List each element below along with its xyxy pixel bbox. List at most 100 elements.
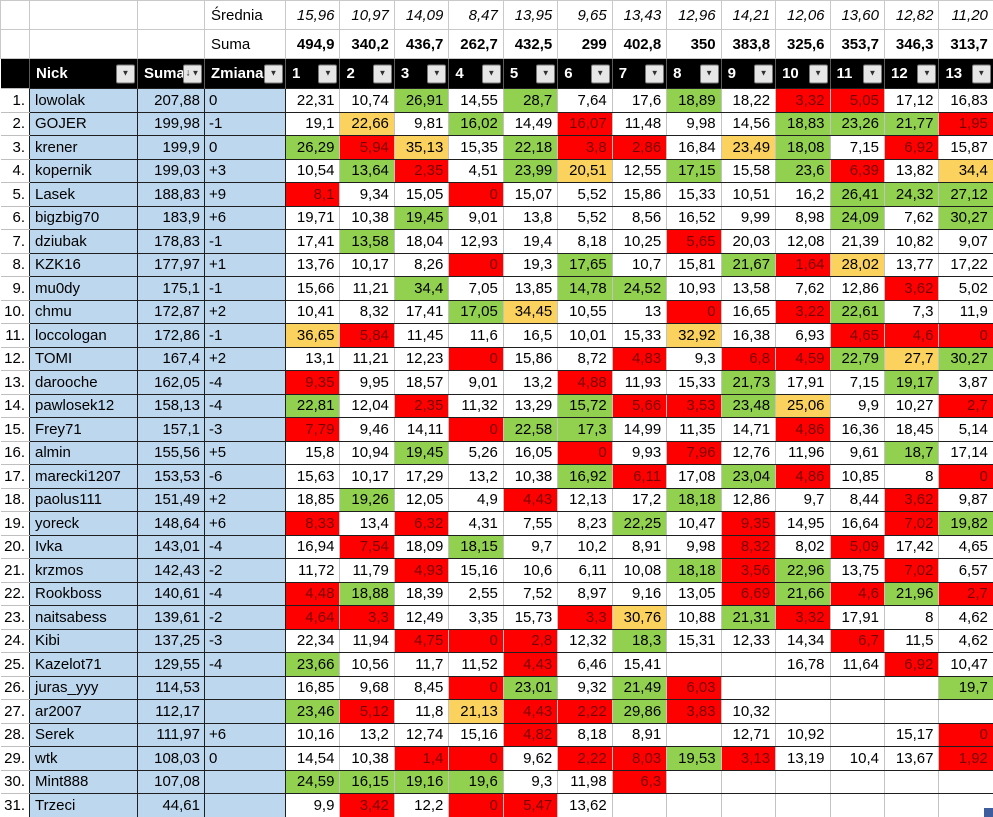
score-cell[interactable]: 2,7 <box>938 581 993 606</box>
score-cell[interactable]: 9,68 <box>339 675 395 700</box>
sum-value[interactable]: 299 <box>557 29 613 59</box>
average-value[interactable]: 8,47 <box>448 0 504 30</box>
score-cell[interactable]: 21,73 <box>720 370 777 395</box>
score-cell[interactable]: 22,25 <box>611 511 668 536</box>
rank-cell[interactable]: 12. <box>0 346 30 371</box>
score-cell[interactable]: 8,32 <box>720 534 777 559</box>
score-cell[interactable]: 21,67 <box>720 252 777 277</box>
score-cell[interactable]: 13,1 <box>284 346 341 371</box>
score-cell[interactable]: 15,66 <box>284 276 341 301</box>
score-cell[interactable]: 26,29 <box>284 135 341 160</box>
score-cell[interactable]: 9,87 <box>938 487 993 512</box>
score-cell[interactable]: 28,7 <box>502 88 559 113</box>
score-cell[interactable]: 17,12 <box>883 88 940 113</box>
score-cell[interactable]: 5,65 <box>666 229 722 254</box>
filter-button-round-12[interactable]: ▼ <box>917 64 937 83</box>
score-cell[interactable]: 23,49 <box>720 135 777 160</box>
score-cell[interactable]: 18,08 <box>775 135 831 160</box>
suma-cell[interactable]: 207,88 <box>137 88 205 113</box>
score-cell[interactable]: 6,11 <box>611 464 668 489</box>
score-cell[interactable]: 10,38 <box>339 746 395 771</box>
average-value[interactable]: 10,97 <box>339 0 395 30</box>
suma-cell[interactable]: 162,05 <box>137 370 205 395</box>
score-cell[interactable] <box>883 699 940 724</box>
score-cell[interactable]: 17,91 <box>775 370 831 395</box>
score-cell[interactable]: 5,47 <box>502 793 559 817</box>
score-cell[interactable]: 12,86 <box>829 276 885 301</box>
score-cell[interactable]: 13,29 <box>502 393 559 418</box>
score-cell[interactable]: 9,62 <box>502 746 559 771</box>
score-cell[interactable]: 7,02 <box>883 558 940 583</box>
zmiana-cell[interactable]: -1 <box>204 323 286 348</box>
score-cell[interactable]: 23,48 <box>720 393 777 418</box>
nick-cell[interactable]: krzmos <box>29 558 138 583</box>
suma-cell[interactable]: 157,1 <box>137 417 205 442</box>
zmiana-cell[interactable]: -1 <box>204 276 286 301</box>
score-cell[interactable]: 15,33 <box>611 323 668 348</box>
score-cell[interactable]: 4,86 <box>775 464 831 489</box>
score-cell[interactable]: 11,21 <box>339 346 395 371</box>
filter-button-round-3[interactable]: ▼ <box>427 64 447 83</box>
score-cell[interactable]: 11,72 <box>284 558 341 583</box>
rank-cell[interactable]: 30. <box>0 769 30 794</box>
score-cell[interactable]: 11,35 <box>666 417 722 442</box>
score-cell[interactable]: 10,16 <box>284 722 341 747</box>
score-cell[interactable]: 12,49 <box>393 605 450 630</box>
score-cell[interactable] <box>775 675 831 700</box>
score-cell[interactable]: 8,91 <box>611 722 668 747</box>
score-cell[interactable]: 13,8 <box>502 205 559 230</box>
rank-cell[interactable]: 17. <box>0 464 30 489</box>
score-cell[interactable]: 10,47 <box>938 652 993 677</box>
score-cell[interactable]: 10,41 <box>284 299 341 324</box>
score-cell[interactable]: 4,62 <box>938 628 993 653</box>
score-cell[interactable]: 19,82 <box>938 511 993 536</box>
score-cell[interactable]: 10,51 <box>720 182 777 207</box>
score-cell[interactable]: 10,55 <box>557 299 613 324</box>
score-cell[interactable]: 21,31 <box>720 605 777 630</box>
score-cell[interactable]: 26,41 <box>829 182 885 207</box>
score-cell[interactable]: 1,95 <box>938 111 993 136</box>
score-cell[interactable]: 30,27 <box>938 346 993 371</box>
score-cell[interactable]: 9,9 <box>829 393 885 418</box>
score-cell[interactable]: 4,43 <box>502 652 559 677</box>
nick-cell[interactable]: wtk <box>29 746 138 771</box>
score-cell[interactable]: 12,04 <box>339 393 395 418</box>
score-cell[interactable]: 5,66 <box>611 393 668 418</box>
zmiana-cell[interactable] <box>204 793 286 817</box>
filter-button-nick[interactable]: ▼ <box>116 64 135 83</box>
zmiana-cell[interactable] <box>204 675 286 700</box>
score-cell[interactable]: 8,91 <box>611 534 668 559</box>
score-cell[interactable]: 22,34 <box>284 628 341 653</box>
score-cell[interactable]: 22,66 <box>339 111 395 136</box>
score-cell[interactable]: 7,52 <box>502 581 559 606</box>
nick-cell[interactable]: GOJER <box>29 111 138 136</box>
nick-cell[interactable]: ar2007 <box>29 699 138 724</box>
score-cell[interactable]: 4,6 <box>883 323 940 348</box>
score-cell[interactable] <box>938 699 993 724</box>
sum-value[interactable]: 353,7 <box>829 29 885 59</box>
score-cell[interactable]: 15,86 <box>611 182 668 207</box>
score-cell[interactable]: 8,33 <box>284 511 341 536</box>
score-cell[interactable]: 5,94 <box>339 135 395 160</box>
score-cell[interactable]: 15,58 <box>720 158 777 183</box>
rank-cell[interactable]: 9. <box>0 276 30 301</box>
score-cell[interactable]: 4,82 <box>502 722 559 747</box>
zmiana-cell[interactable]: -1 <box>204 111 286 136</box>
score-cell[interactable]: 10,82 <box>883 229 940 254</box>
score-cell[interactable]: 17,6 <box>611 88 668 113</box>
score-cell[interactable]: 25,06 <box>775 393 831 418</box>
score-cell[interactable]: 10,88 <box>666 605 722 630</box>
score-cell[interactable]: 21,66 <box>775 581 831 606</box>
nick-cell[interactable]: Trzeci <box>29 793 138 817</box>
nick-cell[interactable]: almin <box>29 440 138 465</box>
nick-cell[interactable]: naitsabess <box>29 605 138 630</box>
rank-cell[interactable]: 4. <box>0 158 30 183</box>
filter-button-round-5[interactable]: ▼ <box>536 64 556 83</box>
score-cell[interactable]: 9,93 <box>611 440 668 465</box>
score-cell[interactable]: 19,6 <box>448 769 504 794</box>
zmiana-cell[interactable]: 0 <box>204 135 286 160</box>
score-cell[interactable]: 15,17 <box>883 722 940 747</box>
score-cell[interactable]: 19,45 <box>393 440 450 465</box>
rank-cell[interactable]: 1. <box>0 88 30 113</box>
score-cell[interactable]: 13,76 <box>284 252 341 277</box>
